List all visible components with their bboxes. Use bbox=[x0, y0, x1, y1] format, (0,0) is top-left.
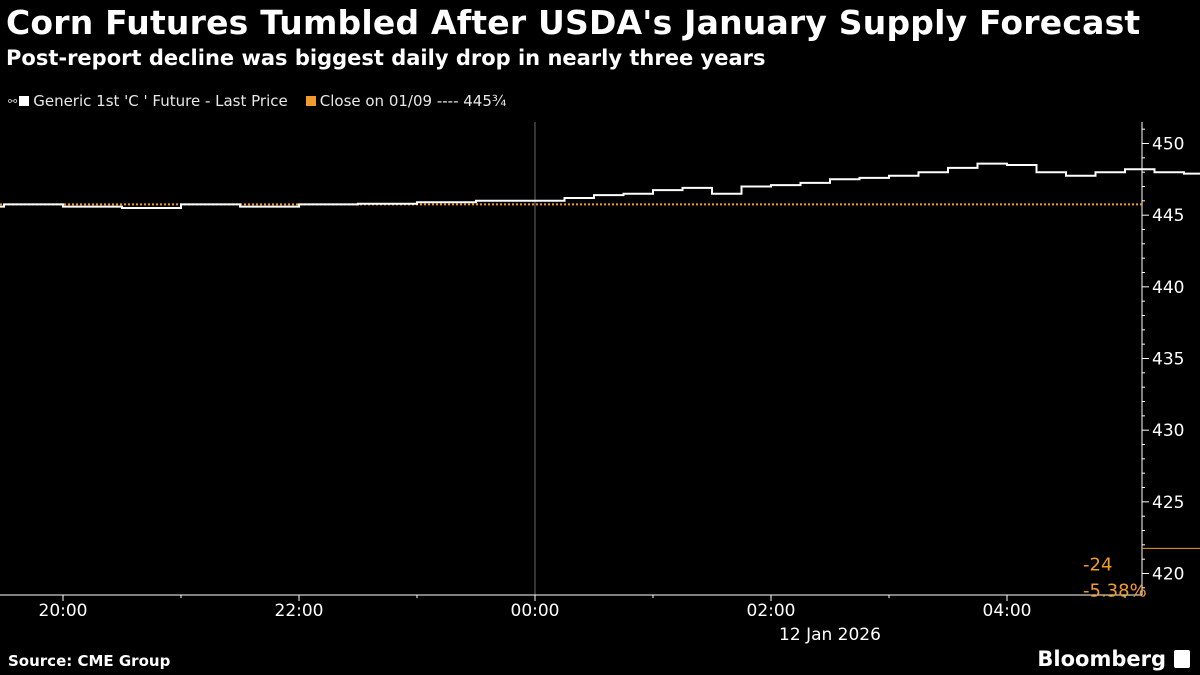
change-pct-label: -5.38% bbox=[1083, 581, 1147, 602]
x-date-label: 12 Jan 2026 bbox=[779, 625, 881, 645]
pin-icon: ⚯ bbox=[8, 94, 18, 108]
legend-item-price: ⚯ Generic 1st 'C ' Future - Last Price bbox=[8, 92, 288, 110]
chart-title: Corn Futures Tumbled After USDA's Januar… bbox=[6, 3, 1141, 42]
x-tick-label: 20:00 bbox=[39, 601, 88, 621]
chart-subtitle: Post-report decline was biggest daily dr… bbox=[6, 46, 766, 70]
legend-label-price: Generic 1st 'C ' Future - Last Price bbox=[33, 92, 288, 110]
source-note: Source: CME Group bbox=[8, 652, 171, 670]
bloomberg-logo-icon bbox=[1174, 650, 1190, 668]
x-tick-label: 22:00 bbox=[275, 601, 324, 621]
legend-swatch-close bbox=[305, 96, 316, 106]
y-tick-label: 450 bbox=[1152, 135, 1184, 155]
brand-name: Bloomberg bbox=[1037, 647, 1166, 671]
brand: Bloomberg bbox=[1037, 647, 1190, 671]
change-label: -24 bbox=[1083, 555, 1112, 576]
y-tick-label: 440 bbox=[1152, 278, 1184, 298]
y-tick-label: 430 bbox=[1152, 421, 1184, 441]
legend-item-close: Close on 01/09 ---- 445¾ bbox=[305, 92, 507, 110]
x-tick-label: 02:00 bbox=[747, 601, 796, 621]
x-tick-label: 04:00 bbox=[983, 601, 1032, 621]
y-tick-label: 425 bbox=[1152, 493, 1184, 513]
price-series-line bbox=[0, 162, 1200, 209]
legend-label-close: Close on 01/09 ---- 445¾ bbox=[319, 92, 507, 110]
y-tick-label: 435 bbox=[1152, 350, 1184, 370]
legend: ⚯ Generic 1st 'C ' Future - Last Price C… bbox=[8, 92, 524, 110]
legend-swatch-price bbox=[19, 96, 30, 106]
y-tick-label: 445 bbox=[1152, 206, 1184, 226]
x-tick-label: 00:00 bbox=[511, 601, 560, 621]
y-tick-label: 420 bbox=[1152, 565, 1184, 585]
